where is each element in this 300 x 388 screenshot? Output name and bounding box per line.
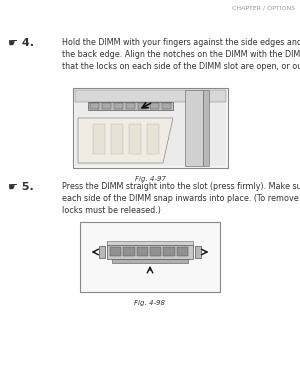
Text: Fig. 4-97: Fig. 4-97 <box>135 176 166 182</box>
Text: Hold the DIMM with your fingers against the side edges and thumb against
the bac: Hold the DIMM with your fingers against … <box>62 38 300 71</box>
Bar <box>90 103 99 109</box>
Bar <box>162 103 171 109</box>
Bar <box>80 222 220 292</box>
Bar <box>111 124 123 154</box>
Bar <box>150 247 161 256</box>
Bar <box>75 90 226 102</box>
Bar <box>177 247 188 256</box>
Bar <box>123 247 134 256</box>
Bar <box>195 246 201 258</box>
Bar <box>136 247 148 256</box>
Bar <box>112 259 188 263</box>
Bar <box>75 90 226 166</box>
Bar <box>114 103 123 109</box>
Bar <box>150 103 159 109</box>
Bar <box>184 90 203 166</box>
Bar <box>203 90 209 166</box>
Bar <box>164 247 175 256</box>
Text: ☛ 5.: ☛ 5. <box>8 182 34 192</box>
Bar <box>129 124 141 154</box>
Text: ☛ 4.: ☛ 4. <box>8 38 34 48</box>
Bar <box>93 124 105 154</box>
Bar <box>88 102 173 110</box>
Bar <box>99 246 105 258</box>
Bar <box>106 245 194 259</box>
Text: CHAPTER / OPTIONS: CHAPTER / OPTIONS <box>232 5 295 10</box>
Bar <box>147 124 159 154</box>
Bar <box>73 88 228 168</box>
Polygon shape <box>78 118 173 163</box>
Text: Fig. 4-98: Fig. 4-98 <box>134 300 166 306</box>
Bar <box>102 103 111 109</box>
Bar <box>106 241 194 246</box>
Bar <box>138 103 147 109</box>
Bar <box>110 247 121 256</box>
Text: Press the DIMM straight into the slot (press firmly). Make sure the locks on
eac: Press the DIMM straight into the slot (p… <box>62 182 300 215</box>
Bar <box>126 103 135 109</box>
